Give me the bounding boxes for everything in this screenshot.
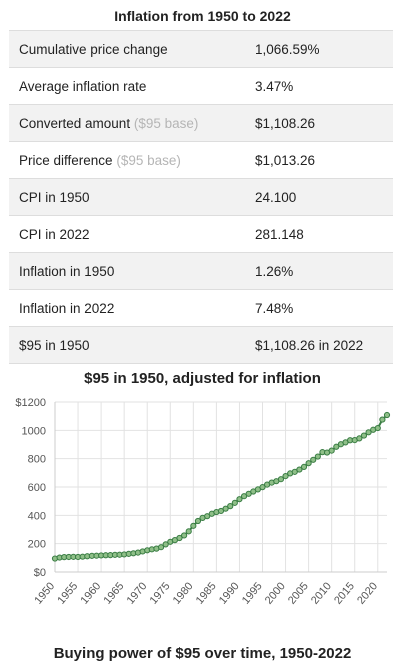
data-point [314,453,321,460]
data-point [356,435,363,442]
row-label-cell: Price difference ($95 base) [9,141,245,179]
row-value: 1,066.59% [245,30,393,68]
data-point [185,528,192,535]
row-label: Inflation in 1950 [19,263,115,279]
data-point [379,416,386,423]
chart-title: $95 in 1950, adjusted for inflation [84,370,321,387]
row-label-cell: CPI in 2022 [9,215,245,253]
data-point [204,513,211,520]
row-label: $95 in 1950 [19,337,90,353]
y-tick-label: 800 [28,454,46,466]
x-tick-label: 2000 [263,580,288,606]
data-point [194,517,202,525]
x-tick-label: 1950 [32,580,57,606]
x-tick-label: 1980 [171,580,196,606]
row-label-cell: Cumulative price change [9,30,245,68]
x-tick-label: 2020 [355,580,380,606]
y-tick-label: $0 [34,567,46,579]
y-tick-label: 200 [28,539,46,551]
row-label-note: ($95 base) [133,115,199,131]
row-label-cell: Inflation in 2022 [9,289,245,327]
data-point [259,484,266,491]
data-point [305,460,312,467]
row-label-cell: Average inflation rate [9,67,245,105]
row-label: Cumulative price change [19,41,168,57]
row-label-cell: Converted amount ($95 base) [9,104,245,142]
inflation-line-chart: $02004006008001000$120019501955196019651… [15,397,391,607]
y-tick-label: 1000 [22,425,46,437]
x-tick-label: 1955 [55,580,80,606]
row-value: $1,013.26 [245,141,393,179]
data-point [181,532,188,539]
table-title: Inflation from 1950 to 2022 [114,8,291,24]
x-tick-label: 2005 [286,580,311,606]
data-point [227,503,234,510]
data-point [190,522,197,529]
data-point [240,493,248,500]
data-point [236,496,243,503]
table-row: $95 in 1950 $1,108.26 in 2022 [9,326,393,364]
y-tick-label: 600 [28,482,46,494]
data-point [282,472,289,480]
table-row: CPI in 1950 24.100 [9,178,393,216]
row-label: Converted amount [19,115,131,131]
row-value: $1,108.26 [245,104,393,142]
x-tick-label: 2010 [309,580,334,606]
table-row: CPI in 2022 281.148 [9,215,393,253]
chart-caption: Buying power of $95 over time, 1950-2022 [53,645,352,662]
row-label-note: ($95 base) [116,152,181,168]
x-tick-label: 1960 [78,580,103,606]
row-label: CPI in 2022 [19,226,90,242]
x-tick-label: 1970 [125,580,150,606]
data-point [277,476,285,483]
data-point [328,447,335,454]
data-point [222,505,229,512]
row-label: Inflation in 2022 [19,300,115,316]
row-value: 1.26% [245,252,393,290]
data-point [176,534,183,542]
y-tick-label: 400 [28,510,46,522]
data-point [383,411,391,419]
y-tick-label: $1200 [15,397,46,409]
row-label: CPI in 1950 [19,189,90,205]
data-point [157,544,165,551]
table-row: Inflation in 2022 7.48% [9,289,393,327]
row-value: 281.148 [245,215,393,253]
data-point [333,443,340,450]
x-tick-label: 1965 [102,580,127,606]
data-point [374,424,381,432]
data-point [365,429,372,436]
row-label-cell: Inflation in 1950 [9,252,245,290]
row-label-cell: $95 in 1950 [9,326,245,364]
x-tick-label: 1995 [240,580,265,606]
row-value: 3.47% [245,67,393,105]
table-row: Inflation in 1950 1.26% [9,252,393,290]
x-tick-label: 1990 [217,580,242,606]
x-tick-label: 1975 [148,580,173,606]
x-tick-label: 2015 [332,580,357,606]
data-point [162,541,169,548]
row-label: Average inflation rate [19,78,147,94]
table-row: Price difference ($95 base) $1,013.26 [9,141,393,179]
table-row: Converted amount ($95 base) $1,108.26 [9,104,393,142]
row-value: 24.100 [245,178,393,216]
table-row: Cumulative price change 1,066.59% [9,30,393,68]
data-point [231,499,238,506]
data-point [310,456,317,463]
row-value: $1,108.26 in 2022 [245,326,393,364]
data-point [296,466,303,473]
x-tick-label: 1985 [194,580,219,606]
row-value: 7.48% [245,289,393,327]
table-row: Average inflation rate 3.47% [9,67,393,105]
data-point [360,432,368,439]
row-label-cell: CPI in 1950 [9,178,245,216]
row-label: Price difference [19,152,113,168]
inflation-stats-table: Cumulative price change 1,066.59% Average … [9,30,393,364]
data-point [300,463,308,470]
